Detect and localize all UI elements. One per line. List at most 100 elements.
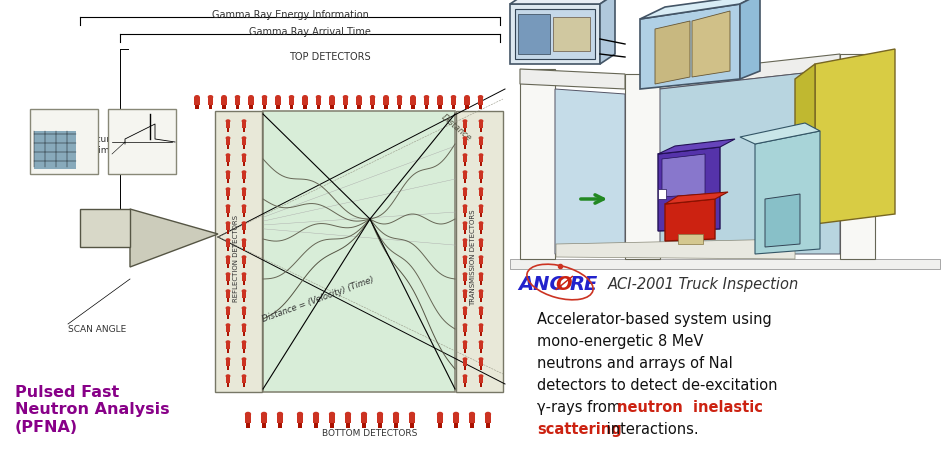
Bar	[242, 206, 247, 213]
Ellipse shape	[242, 188, 247, 191]
Ellipse shape	[437, 412, 443, 416]
Ellipse shape	[226, 120, 231, 124]
Bar	[243, 129, 246, 132]
Text: Pulsed Fast
Neutron Analysis
(PFNA): Pulsed Fast Neutron Analysis (PFNA)	[15, 384, 170, 434]
Bar	[455, 423, 457, 427]
Ellipse shape	[344, 412, 351, 416]
Bar	[243, 264, 246, 268]
Ellipse shape	[462, 154, 468, 157]
Bar	[477, 98, 483, 106]
Ellipse shape	[242, 375, 247, 378]
Polygon shape	[556, 239, 795, 259]
Polygon shape	[555, 90, 625, 255]
Ellipse shape	[226, 137, 231, 140]
Bar	[398, 106, 401, 110]
Ellipse shape	[329, 96, 335, 100]
Ellipse shape	[277, 412, 283, 416]
Bar	[462, 325, 468, 332]
Bar	[243, 197, 246, 200]
Bar	[453, 414, 459, 423]
Bar	[437, 414, 443, 423]
Ellipse shape	[242, 357, 247, 361]
Ellipse shape	[226, 324, 231, 327]
Bar	[226, 257, 231, 264]
Ellipse shape	[245, 412, 251, 416]
Ellipse shape	[464, 96, 470, 100]
Bar	[384, 106, 388, 110]
Ellipse shape	[462, 239, 468, 242]
Bar	[226, 342, 231, 349]
Polygon shape	[625, 75, 660, 259]
Bar	[423, 98, 429, 106]
Polygon shape	[665, 193, 728, 205]
Ellipse shape	[462, 205, 468, 208]
Polygon shape	[840, 55, 875, 259]
Bar	[464, 98, 470, 106]
Bar	[227, 332, 230, 336]
Bar	[486, 423, 490, 427]
Bar	[479, 163, 482, 166]
Bar	[313, 414, 319, 423]
Bar	[462, 240, 468, 247]
Bar	[227, 146, 230, 149]
Bar	[242, 156, 247, 163]
Bar	[243, 383, 246, 387]
Ellipse shape	[226, 340, 231, 344]
Bar	[370, 98, 375, 106]
Bar	[470, 423, 474, 427]
Bar	[243, 247, 246, 251]
Bar	[227, 282, 230, 285]
Bar	[242, 325, 247, 332]
Bar	[227, 129, 230, 132]
Ellipse shape	[242, 120, 247, 124]
Bar	[329, 98, 335, 106]
Bar	[261, 414, 268, 423]
Bar	[463, 298, 467, 302]
Bar	[478, 122, 483, 129]
Ellipse shape	[261, 412, 268, 416]
Text: Neutron Departure
Time: Neutron Departure Time	[29, 135, 115, 154]
Text: ACI-2001 Truck Inspection: ACI-2001 Truck Inspection	[608, 277, 799, 292]
Bar	[479, 332, 482, 336]
Bar	[227, 383, 230, 387]
Polygon shape	[665, 200, 715, 242]
Bar	[277, 414, 283, 423]
Ellipse shape	[462, 188, 468, 191]
Bar	[243, 298, 246, 302]
Ellipse shape	[242, 256, 247, 259]
Bar	[226, 240, 231, 247]
Ellipse shape	[242, 324, 247, 327]
Bar	[478, 359, 483, 366]
Bar	[478, 173, 483, 180]
Bar	[343, 98, 348, 106]
Ellipse shape	[242, 290, 247, 293]
Ellipse shape	[316, 96, 322, 100]
Bar	[227, 163, 230, 166]
Bar	[462, 224, 468, 231]
Bar	[411, 106, 415, 110]
Ellipse shape	[462, 120, 468, 124]
Bar	[30, 110, 98, 175]
Bar	[242, 342, 247, 349]
Ellipse shape	[226, 290, 231, 293]
Bar	[289, 106, 293, 110]
Bar	[479, 197, 482, 200]
Bar	[34, 131, 76, 169]
Bar	[478, 376, 483, 383]
Ellipse shape	[226, 239, 231, 242]
Ellipse shape	[242, 340, 247, 344]
Ellipse shape	[478, 357, 483, 361]
Text: Distance: Distance	[439, 113, 473, 143]
Ellipse shape	[478, 239, 483, 242]
Bar	[438, 423, 442, 427]
Ellipse shape	[262, 96, 268, 100]
Polygon shape	[660, 55, 840, 90]
Bar	[377, 414, 383, 423]
Bar	[208, 98, 214, 106]
Bar	[243, 282, 246, 285]
Ellipse shape	[377, 412, 383, 416]
Bar	[226, 275, 231, 282]
Bar	[478, 139, 483, 146]
Bar	[456, 112, 503, 392]
Ellipse shape	[462, 375, 468, 378]
